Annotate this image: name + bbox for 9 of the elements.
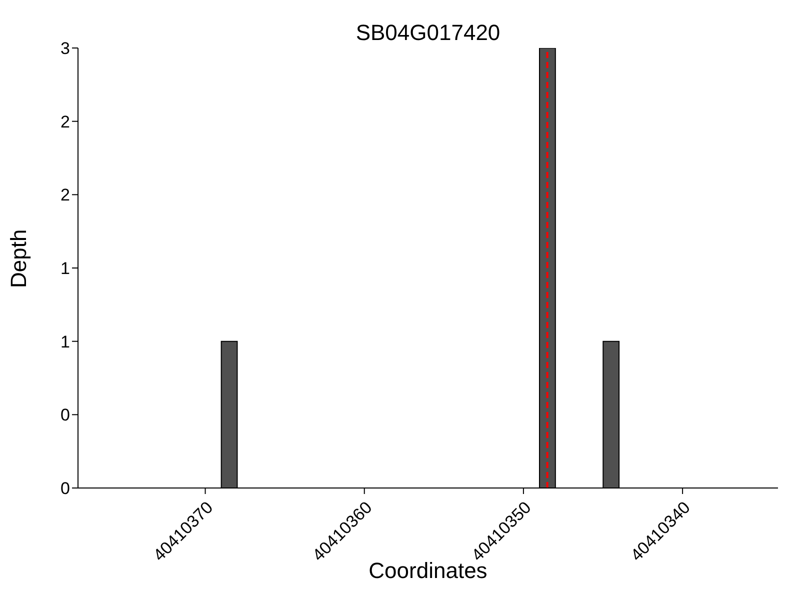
y-tick-label: 1 [60, 332, 70, 352]
y-tick-label: 0 [60, 406, 70, 425]
y-tick-label: 2 [60, 112, 70, 132]
y-tick-label: 1 [60, 259, 70, 278]
y-axis-title: Depth [6, 229, 31, 288]
y-tick-label: 0 [60, 479, 70, 498]
y-tick-label: 3 [60, 39, 70, 58]
chart-title: SB04G017420 [354, 20, 502, 46]
y-tick-label: 2 [60, 186, 70, 205]
